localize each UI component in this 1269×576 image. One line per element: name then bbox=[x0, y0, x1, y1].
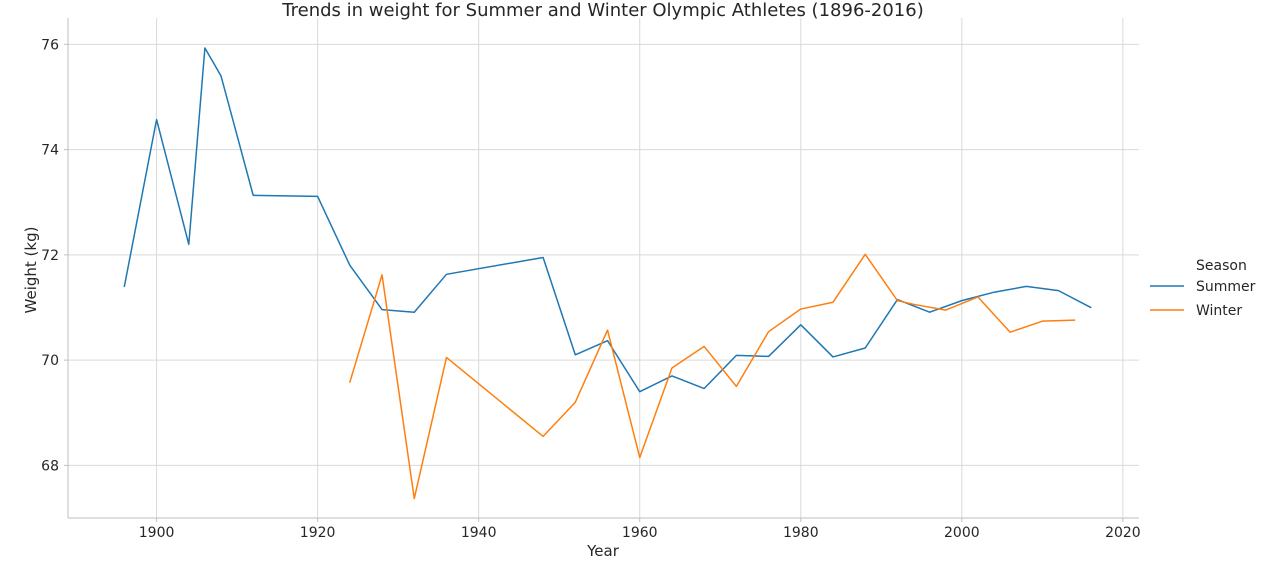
x-axis-label: Year bbox=[586, 542, 620, 560]
legend-title: Season bbox=[1196, 258, 1247, 274]
x-tick-label: 1980 bbox=[783, 525, 819, 541]
y-tick-label: 70 bbox=[41, 353, 59, 369]
x-tick-label: 1960 bbox=[622, 525, 658, 541]
y-tick-label: 68 bbox=[41, 458, 59, 474]
y-axis-label: Weight (kg) bbox=[22, 227, 40, 314]
x-tick-label: 2020 bbox=[1105, 525, 1141, 541]
series-line-summer bbox=[123, 47, 1092, 393]
x-tick-label: 1940 bbox=[461, 525, 497, 541]
chart-title: Trends in weight for Summer and Winter O… bbox=[281, 0, 923, 21]
series-line-winter bbox=[349, 253, 1076, 500]
y-tick-label: 74 bbox=[41, 143, 59, 159]
legend-label-winter: Winter bbox=[1196, 303, 1242, 319]
axes bbox=[64, 18, 1139, 522]
x-tick-label: 1920 bbox=[300, 525, 336, 541]
y-tick-label: 72 bbox=[41, 248, 59, 264]
x-tick-label: 1900 bbox=[139, 525, 175, 541]
tick-labels: 1900 1920 1940 1960 1980 2000 2020 68 70 72 74 76 bbox=[41, 37, 1141, 541]
legend-label-summer: Summer bbox=[1196, 279, 1256, 295]
legend: Season Summer Winter bbox=[1150, 258, 1256, 319]
y-tick-label: 76 bbox=[41, 37, 59, 53]
x-tick-label: 2000 bbox=[944, 525, 980, 541]
series-lines bbox=[123, 47, 1092, 500]
grid-lines bbox=[68, 18, 1139, 518]
